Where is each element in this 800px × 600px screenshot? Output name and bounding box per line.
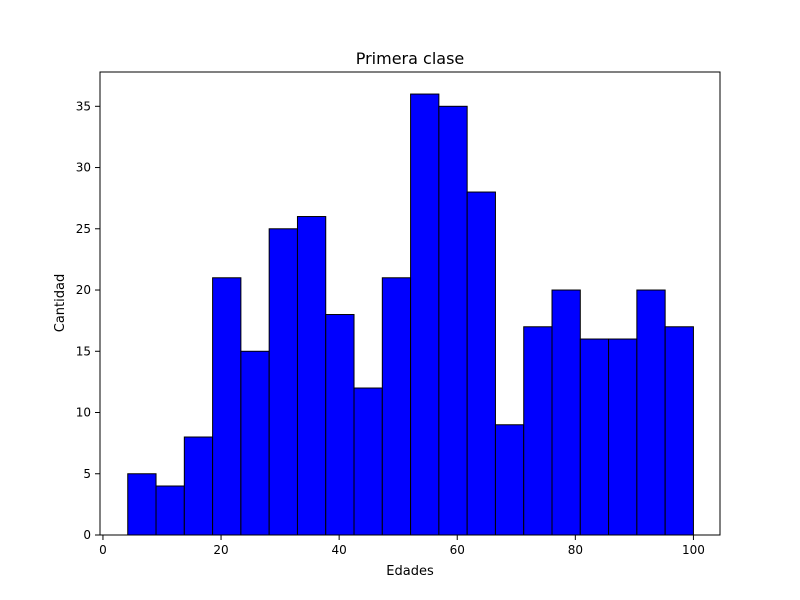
histogram-bar: [438, 105, 468, 536]
x-tick-label: 40: [332, 543, 347, 557]
x-tick-label: 60: [450, 543, 465, 557]
histogram-bar: [325, 314, 355, 536]
ticks-group: 0 20 40 60 80 100 0 5 10 15 20 25 30 35: [76, 99, 705, 557]
histogram-bar: [155, 485, 185, 536]
histogram-bar: [381, 277, 412, 536]
histogram-bar: [579, 338, 610, 536]
x-axis-label: Edades: [386, 564, 434, 579]
x-tick-label: 100: [682, 543, 705, 557]
histogram-bar: [551, 289, 581, 536]
histogram-bar: [296, 216, 327, 536]
x-tick-label: 20: [213, 543, 228, 557]
x-tick-label: 80: [568, 543, 583, 557]
y-axis-label: Cantidad: [53, 274, 68, 332]
histogram-bar: [494, 424, 525, 536]
y-tick-label: 25: [76, 222, 91, 236]
histogram-bar: [353, 387, 383, 536]
histogram-bar: [183, 436, 214, 536]
histogram-bar: [268, 228, 298, 536]
plot-frame: [99, 71, 721, 536]
histogram-bar: [466, 191, 496, 536]
y-tick-label: 10: [76, 406, 91, 420]
histogram-bar: [664, 326, 694, 536]
bars-group: [127, 93, 694, 536]
histogram-bar: [240, 350, 270, 536]
y-tick-label: 20: [76, 283, 91, 297]
y-tick-label: 35: [76, 99, 91, 113]
x-tick-label: 0: [99, 543, 107, 557]
histogram-bar: [127, 473, 157, 536]
y-tick-label: 5: [83, 467, 91, 481]
histogram-bar: [410, 93, 440, 536]
histogram-bar: [212, 277, 242, 536]
y-tick-label: 30: [76, 161, 91, 175]
y-tick-label: 0: [83, 528, 91, 542]
y-tick-label: 15: [76, 344, 91, 358]
chart-title: Primera clase: [356, 49, 465, 68]
histogram-bar: [608, 338, 638, 536]
histogram-bar: [636, 289, 666, 536]
histogram-bar: [523, 326, 553, 536]
